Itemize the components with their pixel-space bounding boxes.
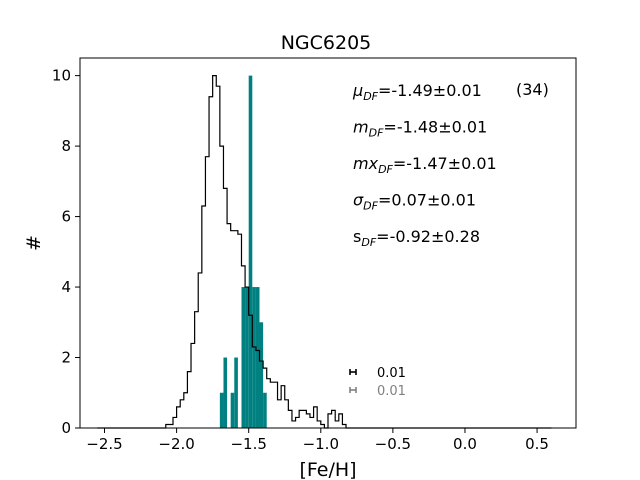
teal-bar <box>223 357 228 428</box>
x-tick-label: −2.0 <box>158 435 194 453</box>
error-bar-legend: 0.01 0.01 <box>349 366 406 399</box>
teal-bar <box>263 392 267 428</box>
y-tick-label: 0 <box>61 419 71 437</box>
y-axis-label: # <box>23 235 45 251</box>
x-tick-label: −1.0 <box>303 435 339 453</box>
y-tick-label: 4 <box>61 278 71 296</box>
chart-title: NGC6205 <box>281 32 372 54</box>
x-axis-ticks: −2.5 −2.0 −1.5 −1.0 −0.5 0.0 0.5 <box>86 428 549 453</box>
stat-line: σDF=0.07±0.01 <box>353 191 476 213</box>
error-bar-label: 0.01 <box>377 384 406 399</box>
x-tick-label: 0.5 <box>525 435 549 453</box>
error-bar-label: 0.01 <box>377 366 406 381</box>
teal-bar <box>241 287 246 428</box>
stat-line: mDF=-1.48±0.01 <box>353 118 487 140</box>
teal-bar <box>245 287 249 428</box>
y-tick-label: 10 <box>52 67 71 85</box>
x-tick-label: 0.0 <box>453 435 477 453</box>
teal-bar <box>234 357 238 428</box>
y-tick-label: 6 <box>61 208 71 226</box>
stat-line: sDF=-0.92±0.28 <box>353 227 480 249</box>
teal-bar <box>230 392 235 428</box>
x-axis-label: [Fe/H] <box>299 459 356 480</box>
teal-bar <box>248 75 253 429</box>
stat-line: mxDF=-1.47±0.01 <box>353 154 497 176</box>
axes-frame <box>79 57 577 429</box>
teal-bar <box>219 392 224 428</box>
x-tick-label: −2.5 <box>86 435 122 453</box>
sample-count: (34) <box>516 80 549 99</box>
y-tick-label: 2 <box>61 349 71 367</box>
stat-line: μDF=-1.49±0.01 <box>352 81 482 103</box>
teal-bar <box>252 287 256 428</box>
teal-bar <box>259 322 264 428</box>
teal-bar <box>255 287 260 428</box>
x-tick-label: −1.5 <box>230 435 266 453</box>
y-axis-ticks: 0 2 4 6 8 10 <box>52 67 80 437</box>
y-tick-label: 8 <box>61 137 71 155</box>
x-tick-label: −0.5 <box>375 435 411 453</box>
stats-annotations: μDF=-1.49±0.01 mDF=-1.48±0.01 mxDF=-1.47±0… <box>352 81 497 249</box>
